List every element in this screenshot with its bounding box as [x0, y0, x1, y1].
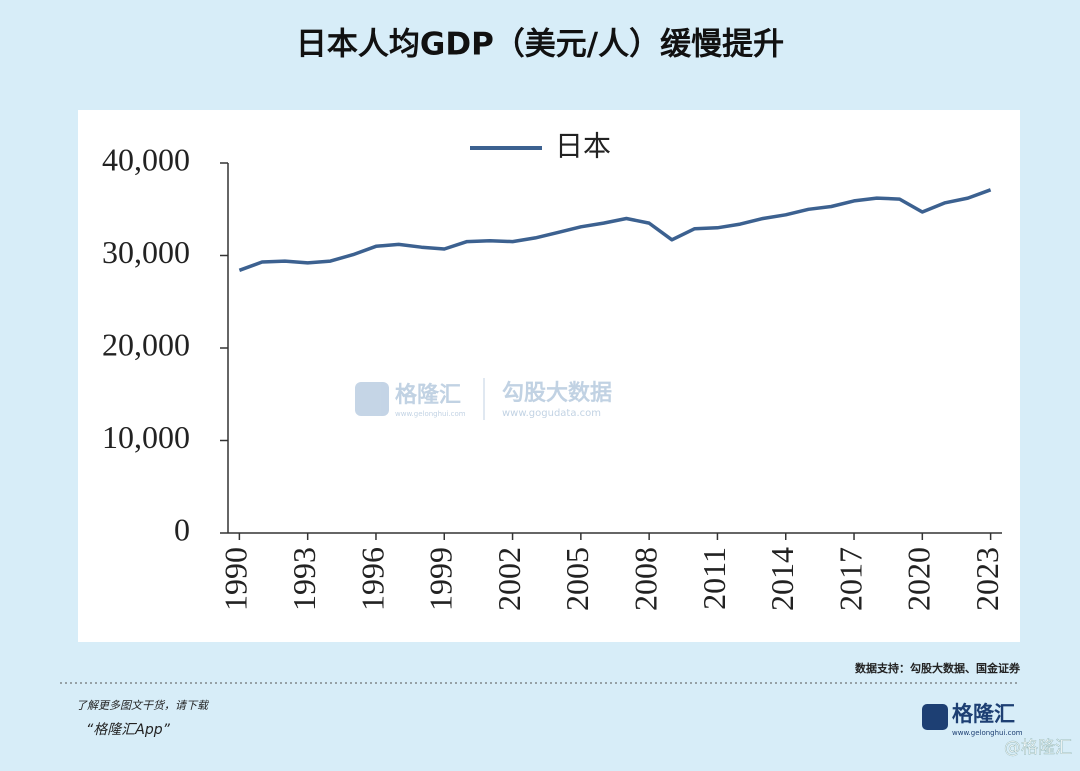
y-tick-label: 40,000	[102, 141, 190, 177]
x-tick-label: 2005	[559, 547, 595, 611]
stamp: @格隆汇	[1004, 738, 1072, 758]
x-tick-label: 2023	[969, 547, 1005, 611]
y-tick-label: 0	[174, 511, 190, 547]
source-note: 数据支持：勾股大数据、国金证券	[855, 661, 1021, 675]
watermark: 格隆汇 www.gelonghui.com 勾股大数据 www.gogudata…	[355, 378, 612, 420]
data-line	[238, 188, 992, 272]
x-tick-label: 2014	[764, 547, 800, 611]
x-tick-label: 2011	[696, 547, 732, 610]
y-tick-label: 20,000	[102, 326, 190, 362]
y-tick-label: 30,000	[102, 234, 190, 270]
x-tick-label: 1993	[286, 547, 322, 611]
x-tick-label: 1999	[423, 547, 459, 611]
y-tick-label: 10,000	[102, 419, 190, 455]
x-tick-label: 1996	[354, 547, 390, 611]
footer-logo: 格隆汇	[952, 702, 1015, 726]
promo-text: 了解更多图文干货，请下载	[76, 699, 210, 712]
watermark-partner: 勾股大数据	[502, 380, 612, 406]
x-tick-label: 2017	[832, 547, 868, 611]
x-tick-label: 2020	[901, 547, 937, 611]
promo-app: “格隆汇App”	[86, 722, 171, 738]
x-tick-label: 1990	[218, 547, 254, 611]
chart-title: 日本人均GDP（美元/人）缓慢提升	[296, 27, 784, 63]
watermark-partner-url: www.gogudata.com	[502, 408, 601, 419]
watermark-url: www.gelonghui.com	[395, 410, 466, 418]
x-tick-label: 2002	[491, 547, 527, 611]
footer-logo-url: www.gelonghui.com	[952, 729, 1023, 737]
watermark-logo	[355, 382, 389, 416]
watermark-brand: 格隆汇	[395, 382, 461, 408]
x-tick-label: 2008	[627, 547, 663, 611]
footer-logo-icon	[922, 704, 948, 730]
legend-label: 日本	[555, 130, 611, 163]
